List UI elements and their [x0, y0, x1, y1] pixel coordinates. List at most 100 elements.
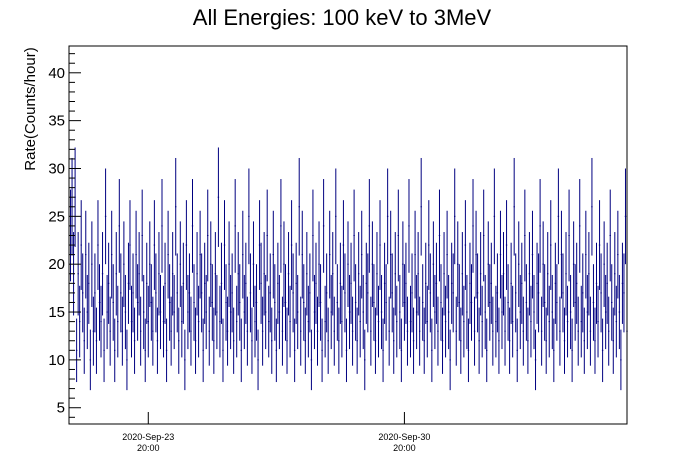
data-point: [362, 274, 364, 350]
data-point: [566, 285, 569, 358]
data-point: [533, 274, 535, 350]
data-point: [478, 307, 480, 374]
data-point: [165, 318, 168, 383]
data-point: [530, 285, 532, 358]
data-point: [547, 232, 549, 316]
data-point: [117, 285, 119, 358]
data-point: [226, 296, 229, 366]
y-axis-label: Rate(Counts/hour): [22, 47, 39, 170]
data-point: [210, 221, 212, 307]
data-point: [476, 253, 479, 333]
data-point: [200, 253, 203, 333]
data-point: [559, 296, 561, 366]
data-point: [586, 274, 589, 350]
data-point: [470, 264, 473, 341]
data-point: [281, 296, 284, 366]
data-point: [254, 285, 256, 358]
y-tick-label: 35: [48, 113, 65, 130]
data-point: [479, 232, 482, 316]
data-point: [373, 264, 375, 341]
data-point: [310, 329, 313, 391]
data-point: [77, 232, 79, 316]
data-point: [321, 318, 323, 383]
data-point: [511, 285, 514, 358]
y-tick-label: 5: [57, 400, 65, 417]
data-point: [557, 168, 560, 265]
axes: 5101520253035402020-Sep-2320:002020-Sep-…: [48, 53, 430, 453]
data-point: [597, 285, 599, 358]
data-point: [522, 296, 525, 366]
data-point: [179, 221, 181, 307]
data-point: [354, 264, 357, 341]
data-point: [251, 307, 253, 374]
data-point: [263, 232, 265, 316]
data-point: [335, 168, 337, 265]
data-point: [296, 274, 299, 350]
data-point: [248, 168, 250, 265]
data-point: [388, 296, 390, 366]
data-point: [295, 242, 297, 324]
data-point: [94, 253, 96, 333]
data-point: [126, 329, 128, 391]
data-point: [409, 285, 412, 358]
data-point: [620, 329, 622, 391]
data-point: [161, 179, 163, 273]
data-point: [447, 274, 450, 350]
data-point: [420, 157, 422, 256]
data-point: [234, 179, 236, 273]
data-point: [152, 296, 154, 366]
data-point: [219, 285, 221, 358]
data-point: [75, 318, 78, 383]
data-point: [551, 274, 553, 350]
data-point: [481, 285, 483, 358]
data-point: [461, 232, 464, 316]
data-point: [167, 210, 169, 299]
data-point: [319, 264, 322, 341]
data-point: [365, 242, 367, 324]
data-point: [112, 264, 114, 341]
data-point: [202, 318, 204, 383]
data-point: [193, 264, 195, 341]
data-point: [249, 253, 252, 333]
data-point: [178, 307, 180, 374]
data-point: [588, 232, 590, 316]
y-tick-label: 30: [48, 160, 65, 177]
data-point: [188, 253, 191, 333]
data-point: [482, 189, 485, 282]
data-point: [136, 264, 139, 341]
data-point: [228, 221, 230, 307]
data-point: [379, 200, 381, 290]
data-point: [457, 221, 459, 307]
data-point: [260, 242, 262, 324]
data-point: [472, 179, 474, 273]
data-point: [569, 274, 572, 350]
data-point: [130, 285, 133, 358]
data-point: [423, 307, 425, 374]
data-point: [207, 189, 209, 282]
data-point: [383, 242, 386, 324]
data-point: [501, 274, 503, 350]
data-point: [400, 318, 403, 383]
data-point: [268, 285, 270, 358]
data-point: [89, 329, 92, 391]
data-point: [80, 200, 82, 290]
data-point: [414, 210, 416, 299]
data-point: [376, 232, 378, 316]
data-point: [237, 232, 239, 316]
data-point: [455, 296, 457, 366]
data-point: [284, 264, 287, 341]
data-point: [371, 221, 374, 307]
data-point: [562, 253, 564, 333]
data-point: [82, 253, 84, 333]
data-point: [223, 200, 226, 290]
data-point: [318, 221, 320, 307]
data-point: [147, 285, 149, 358]
data-point: [277, 242, 279, 324]
data-point: [280, 179, 282, 273]
data-point: [554, 242, 557, 324]
data-point: [623, 253, 625, 333]
data-point: [444, 285, 447, 358]
data-point: [539, 179, 541, 273]
data-point: [205, 274, 207, 350]
data-point: [543, 264, 546, 341]
